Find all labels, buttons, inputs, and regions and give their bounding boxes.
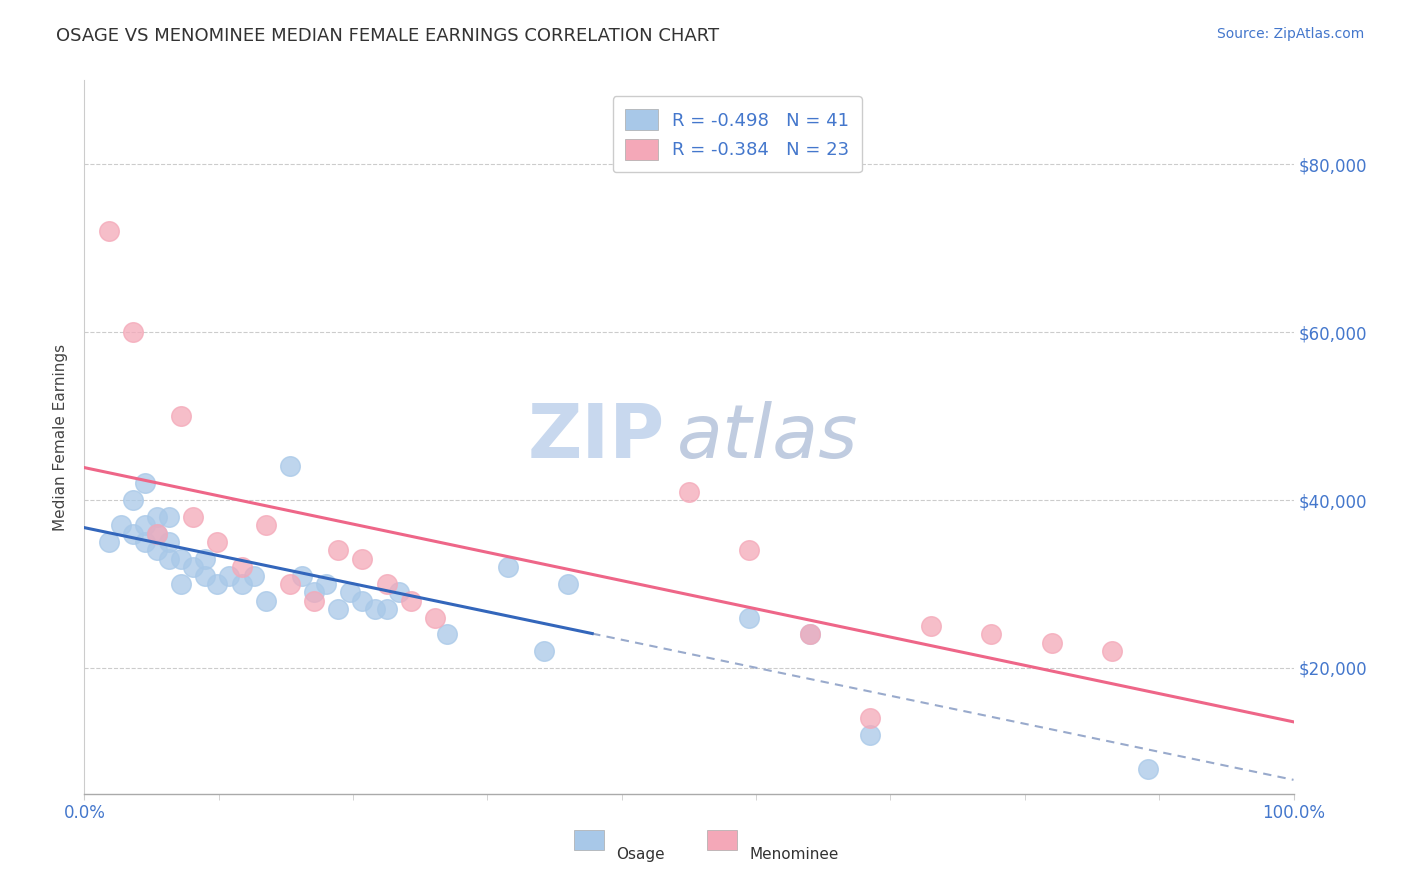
Point (97, 224, 120, 238)
Point (799, 627, 821, 641)
Point (97, 535, 120, 549)
Point (423, 610, 446, 624)
Point (146, 543, 169, 558)
Point (339, 585, 361, 599)
Point (1040, 636, 1063, 650)
Point (181, 509, 204, 524)
Point (1101, 644, 1123, 658)
Point (375, 602, 398, 616)
Point (980, 627, 1002, 641)
Point (170, 577, 193, 591)
Point (231, 560, 253, 574)
Text: Menominee: Menominee (749, 847, 839, 863)
Point (121, 526, 143, 541)
Point (738, 610, 761, 624)
Point (496, 560, 519, 574)
Point (218, 568, 240, 582)
Point (207, 535, 229, 549)
Text: atlas: atlas (676, 401, 858, 473)
Point (738, 543, 761, 558)
Point (1137, 762, 1160, 776)
Point (121, 493, 143, 508)
Point (678, 484, 700, 499)
Point (352, 551, 374, 566)
Point (375, 577, 398, 591)
Bar (574, 830, 605, 850)
Text: ZIP: ZIP (527, 401, 665, 474)
Point (207, 577, 229, 591)
Point (181, 560, 204, 574)
Point (194, 551, 217, 566)
Point (121, 325, 143, 339)
Point (134, 518, 156, 533)
Point (278, 459, 301, 474)
Point (315, 577, 337, 591)
Point (557, 577, 579, 591)
Point (533, 644, 555, 658)
Point (859, 711, 882, 725)
Point (170, 551, 193, 566)
Point (328, 543, 350, 558)
Point (920, 619, 942, 633)
Point (157, 535, 180, 549)
Point (157, 509, 180, 524)
Point (399, 594, 422, 608)
Point (859, 728, 882, 742)
Point (146, 509, 169, 524)
Point (363, 602, 385, 616)
Point (134, 476, 156, 491)
Point (291, 568, 314, 582)
Point (302, 594, 325, 608)
Point (170, 409, 193, 423)
Point (388, 585, 411, 599)
Text: OSAGE VS MENOMINEE MEDIAN FEMALE EARNINGS CORRELATION CHART: OSAGE VS MENOMINEE MEDIAN FEMALE EARNING… (56, 27, 720, 45)
Point (254, 594, 277, 608)
Y-axis label: Median Female Earnings: Median Female Earnings (53, 343, 69, 531)
Point (157, 551, 180, 566)
Point (254, 518, 277, 533)
Text: Osage: Osage (616, 847, 665, 863)
Point (146, 526, 169, 541)
Point (352, 594, 374, 608)
Point (146, 526, 169, 541)
Point (134, 535, 156, 549)
Point (110, 518, 132, 533)
Point (231, 577, 253, 591)
Point (194, 568, 217, 582)
Point (328, 602, 350, 616)
Text: Source: ZipAtlas.com: Source: ZipAtlas.com (1216, 27, 1364, 41)
Point (436, 627, 458, 641)
Bar (707, 830, 737, 850)
Point (799, 627, 821, 641)
Legend: R = -0.498   N = 41, R = -0.384   N = 23: R = -0.498 N = 41, R = -0.384 N = 23 (613, 96, 862, 172)
Point (302, 585, 325, 599)
Point (278, 577, 301, 591)
Point (242, 568, 264, 582)
